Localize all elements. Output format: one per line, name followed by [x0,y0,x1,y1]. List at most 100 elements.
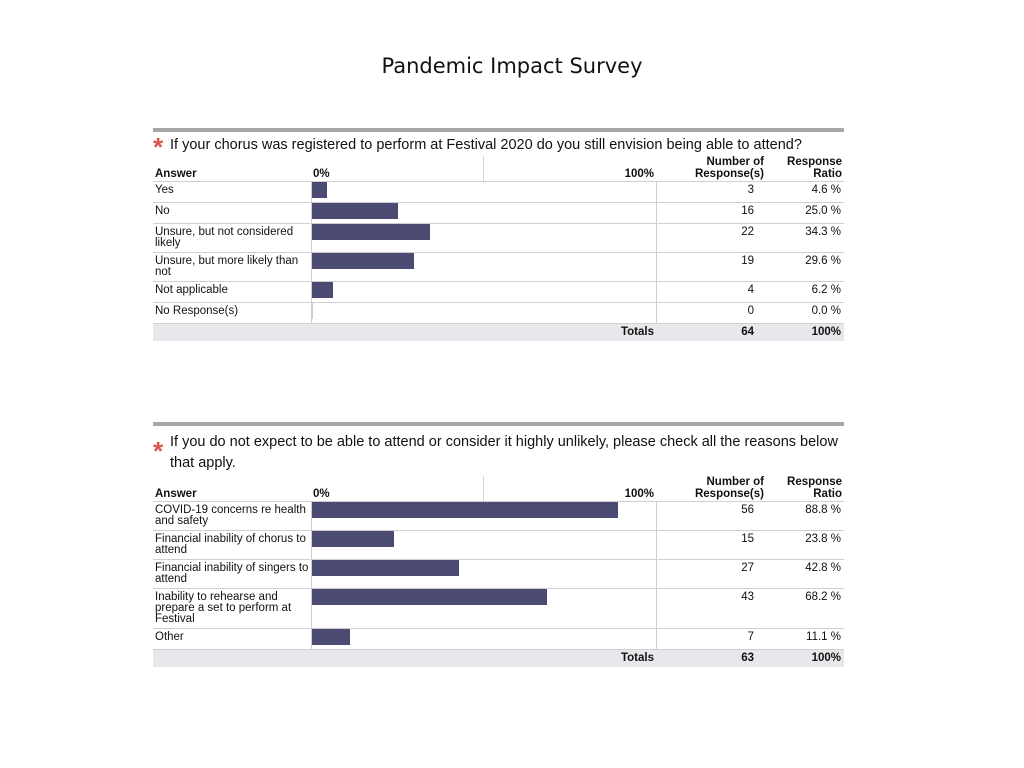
ratio-header-line2: Ratio [813,488,842,500]
answer-label: Financial inability of chorus to attend [153,530,312,560]
response-ratio: 11.1 % [766,628,844,650]
response-count: 43 [655,588,766,629]
table-row: Unsure, but not considered likely 22 34.3 … [153,223,844,253]
response-count: 16 [655,202,766,224]
table-row: Yes 3 4.6 % [153,181,844,203]
table-row: No Response(s) 0 0.0 % [153,302,844,324]
response-table: Answer 0% 100% Number of Response(s) Resp… [153,476,844,667]
response-count: 56 [655,501,766,531]
totals-row: Totals 64 100% [153,323,844,341]
bar [311,531,394,547]
required-asterisk-icon: * [153,436,164,466]
response-count: 0 [655,302,766,324]
response-rows: Yes 3 4.6 % No 16 25.0 % Unsure, but not consi… [153,181,844,324]
response-ratio: 29.6 % [766,252,844,282]
table-row: No 16 25.0 % [153,202,844,224]
bar-track [311,282,657,298]
bar [311,203,398,219]
answer-label: No Response(s) [153,302,312,324]
response-count: 7 [655,628,766,650]
axis-min-label: 0% [311,156,484,182]
count-header-line2: Response(s) [694,168,764,180]
bar-track [311,589,657,605]
bar-cell [311,302,657,324]
table-header-row: Answer 0% 100% Number of Response(s) Resp… [153,476,844,502]
bar-track [311,182,657,198]
response-count: 27 [655,559,766,589]
axis-min-label: 0% [311,476,484,502]
count-header-line1: Number of [706,476,765,488]
table-row: Other 7 11.1 % [153,628,844,650]
response-count: 3 [655,181,766,203]
ratio-header-line2: Ratio [813,168,842,180]
totals-ratio: 100% [766,323,844,341]
table-row: Financial inability of singers to attend… [153,559,844,589]
count-header: Number of Response(s) [656,156,766,182]
answer-label: Yes [153,181,312,203]
bar-track [311,629,657,645]
bar-track [311,531,657,547]
response-ratio: 34.3 % [766,223,844,253]
bar-cell [311,588,657,629]
page-title: Pandemic Impact Survey [381,54,643,78]
bar-cell [311,501,657,531]
response-ratio: 25.0 % [766,202,844,224]
bar-track [311,303,657,319]
totals-label: Totals [483,323,656,341]
bar-track [311,560,657,576]
response-ratio: 68.2 % [766,588,844,629]
answer-label: No [153,202,312,224]
answer-label: Not applicable [153,281,312,303]
totals-count: 63 [656,649,766,667]
response-ratio: 42.8 % [766,559,844,589]
answer-header: Answer [153,156,311,182]
response-count: 22 [655,223,766,253]
question-divider [153,422,844,426]
response-count: 4 [655,281,766,303]
bar-cell [311,628,657,650]
bar [311,560,460,576]
bar-cell [311,223,656,253]
response-count: 15 [655,530,766,560]
totals-row: Totals 63 100% [153,649,844,667]
response-table: Answer 0% 100% Number of Response(s) Resp… [153,156,844,341]
count-header: Number of Response(s) [656,476,766,502]
response-ratio: 6.2 % [766,281,844,303]
count-header-line1: Number of [706,156,765,168]
table-row: Inability to rehearse and prepare a set … [153,588,844,629]
bar-track [311,203,657,219]
bar-track [311,502,657,518]
survey-question-2: * If you do not expect to be able to atte… [153,422,844,667]
axis-max-label: 100% [483,476,656,502]
bar [311,253,414,269]
table-row: COVID-19 concerns re health and safety 56… [153,501,844,531]
answer-header: Answer [153,476,311,502]
response-ratio: 4.6 % [766,181,844,203]
bar-cell [311,202,657,224]
bar-cell [311,252,656,282]
bar-cell [311,559,657,589]
ratio-header-line1: Response [787,156,842,168]
survey-question-1: * If your chorus was registered to perfor… [153,128,844,341]
response-ratio: 88.8 % [766,501,844,531]
count-header-line2: Response(s) [694,488,764,500]
question-text: * If you do not expect to be able to atte… [153,432,844,474]
totals-count: 64 [656,323,766,341]
answer-label: Unsure, but not considered likely [153,223,312,253]
bar-cell [311,530,657,560]
ratio-header-line1: Response [787,476,842,488]
answer-label: Inability to rehearse and prepare a set … [153,588,312,629]
question-text: * If your chorus was registered to perfor… [153,134,844,160]
table-row: Financial inability of chorus to attend 1… [153,530,844,560]
axis-max-label: 100% [483,156,656,182]
answer-label: Unsure, but more likely than not [153,252,312,282]
bar [311,182,328,198]
bar [311,224,430,240]
required-asterisk-icon: * [153,132,164,162]
bar [311,589,547,605]
bar [311,629,350,645]
table-header-row: Answer 0% 100% Number of Response(s) Resp… [153,156,844,182]
question-title: If you do not expect to be able to atten… [170,434,838,471]
question-title: If your chorus was registered to perform… [170,137,802,153]
totals-ratio: 100% [766,649,844,667]
